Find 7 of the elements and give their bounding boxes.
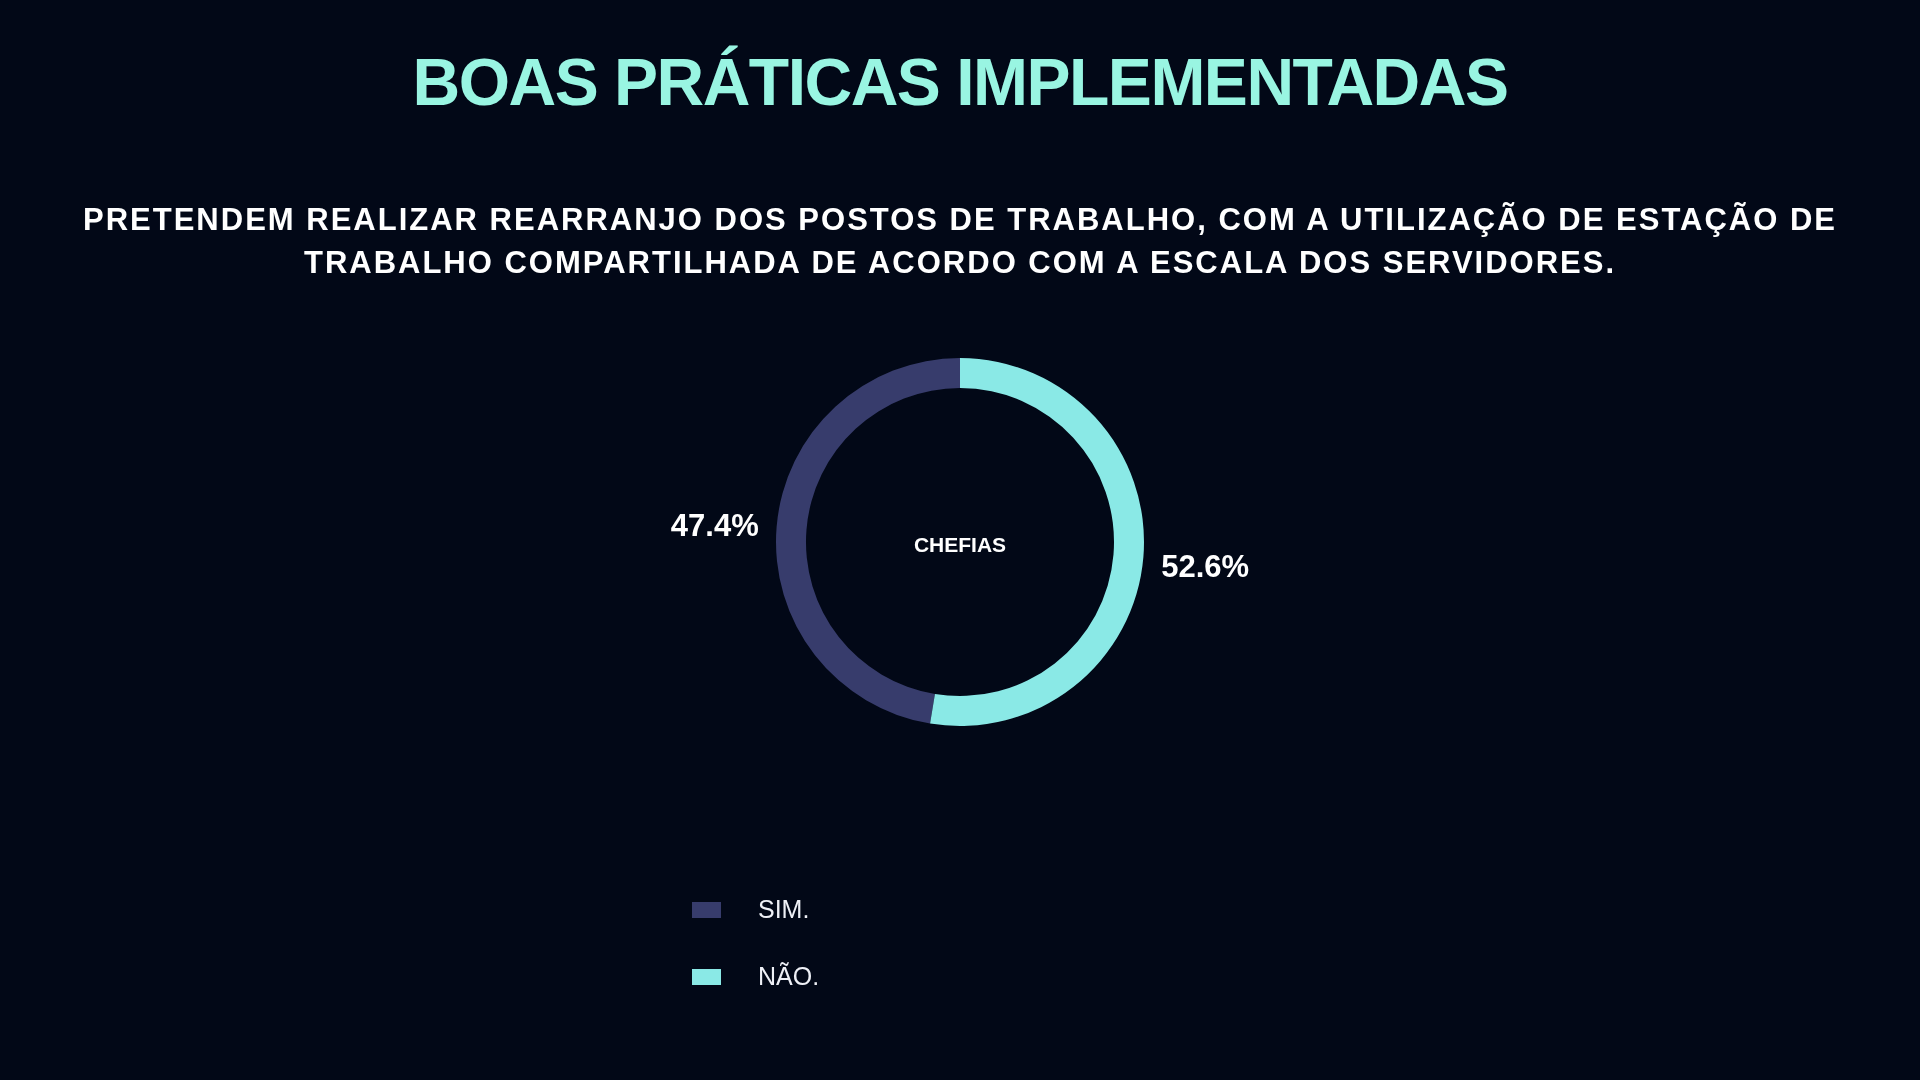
legend-label: NÃO.: [758, 961, 820, 990]
chart-title: BOAS PRÁTICAS IMPLEMENTADAS: [411, 45, 1509, 119]
legend-label: SIM.: [758, 894, 810, 923]
data-label: 47.4%: [670, 508, 759, 544]
data-label: 52.6%: [1161, 548, 1250, 584]
chart-subtitle: PRETENDEM REALIZAR REARRANJO DOS POSTOS DE TRABALHO, COM A UTILIZAÇÃO DE ESTAÇÃO DE TRABALHO COMPARTILHADA DE ACORDO COM A ESCALA DOS SERVIDORES.: [82, 201, 1838, 282]
text: CHEFIAS: [913, 532, 1007, 556]
